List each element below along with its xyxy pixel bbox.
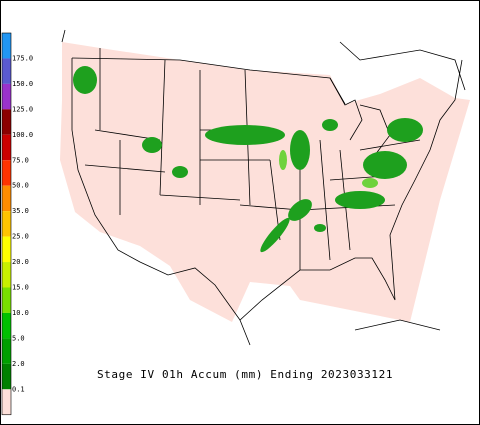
legend-label: 2.0 bbox=[12, 360, 25, 368]
legend-label: 25.0 bbox=[12, 233, 29, 241]
legend-label: 75.0 bbox=[12, 156, 29, 164]
color-bar-segment bbox=[2, 312, 11, 339]
color-bar-segment bbox=[2, 33, 11, 59]
precipitation bbox=[73, 66, 423, 253]
color-bar-segment bbox=[2, 236, 11, 263]
color-bar-segment bbox=[2, 83, 11, 110]
legend-label: 125.0 bbox=[12, 105, 33, 113]
color-bar-segment bbox=[2, 211, 11, 237]
color-bar-segment bbox=[2, 134, 11, 161]
color-bar-segment bbox=[2, 287, 11, 313]
legend-label: 175.0 bbox=[12, 54, 33, 62]
color-bar: 175.0 150.0 125.0 100.0 75.0 50.0 35.0 25.0 20.0… bbox=[1, 32, 33, 416]
canada-mexico-coast bbox=[61, 29, 466, 346]
color-bar-segment bbox=[2, 58, 11, 84]
legend-label: 100.0 bbox=[12, 131, 33, 139]
analysis-domain bbox=[60, 42, 470, 322]
legend-label: 50.0 bbox=[12, 182, 29, 190]
color-bar-segment bbox=[2, 185, 11, 212]
legend-label: 35.0 bbox=[12, 207, 29, 215]
color-bar-outline bbox=[1, 32, 12, 416]
color-bar-segment bbox=[2, 338, 11, 364]
legend-label: 150.0 bbox=[12, 80, 33, 88]
color-bar-segment bbox=[2, 160, 11, 186]
color-bar-segment bbox=[2, 389, 11, 415]
color-bar-segment bbox=[2, 363, 11, 390]
caption: Stage IV 01h Accum (mm) Ending 202303312… bbox=[97, 368, 393, 381]
color-bar-segment bbox=[2, 109, 11, 135]
legend-label: 5.0 bbox=[12, 334, 25, 342]
legend-label: 15.0 bbox=[12, 284, 29, 292]
legend-label: 0.1 bbox=[12, 385, 25, 393]
legend-label: 20.0 bbox=[12, 258, 29, 266]
legend-label: 10.0 bbox=[12, 309, 29, 317]
color-bar-segment bbox=[2, 262, 11, 288]
